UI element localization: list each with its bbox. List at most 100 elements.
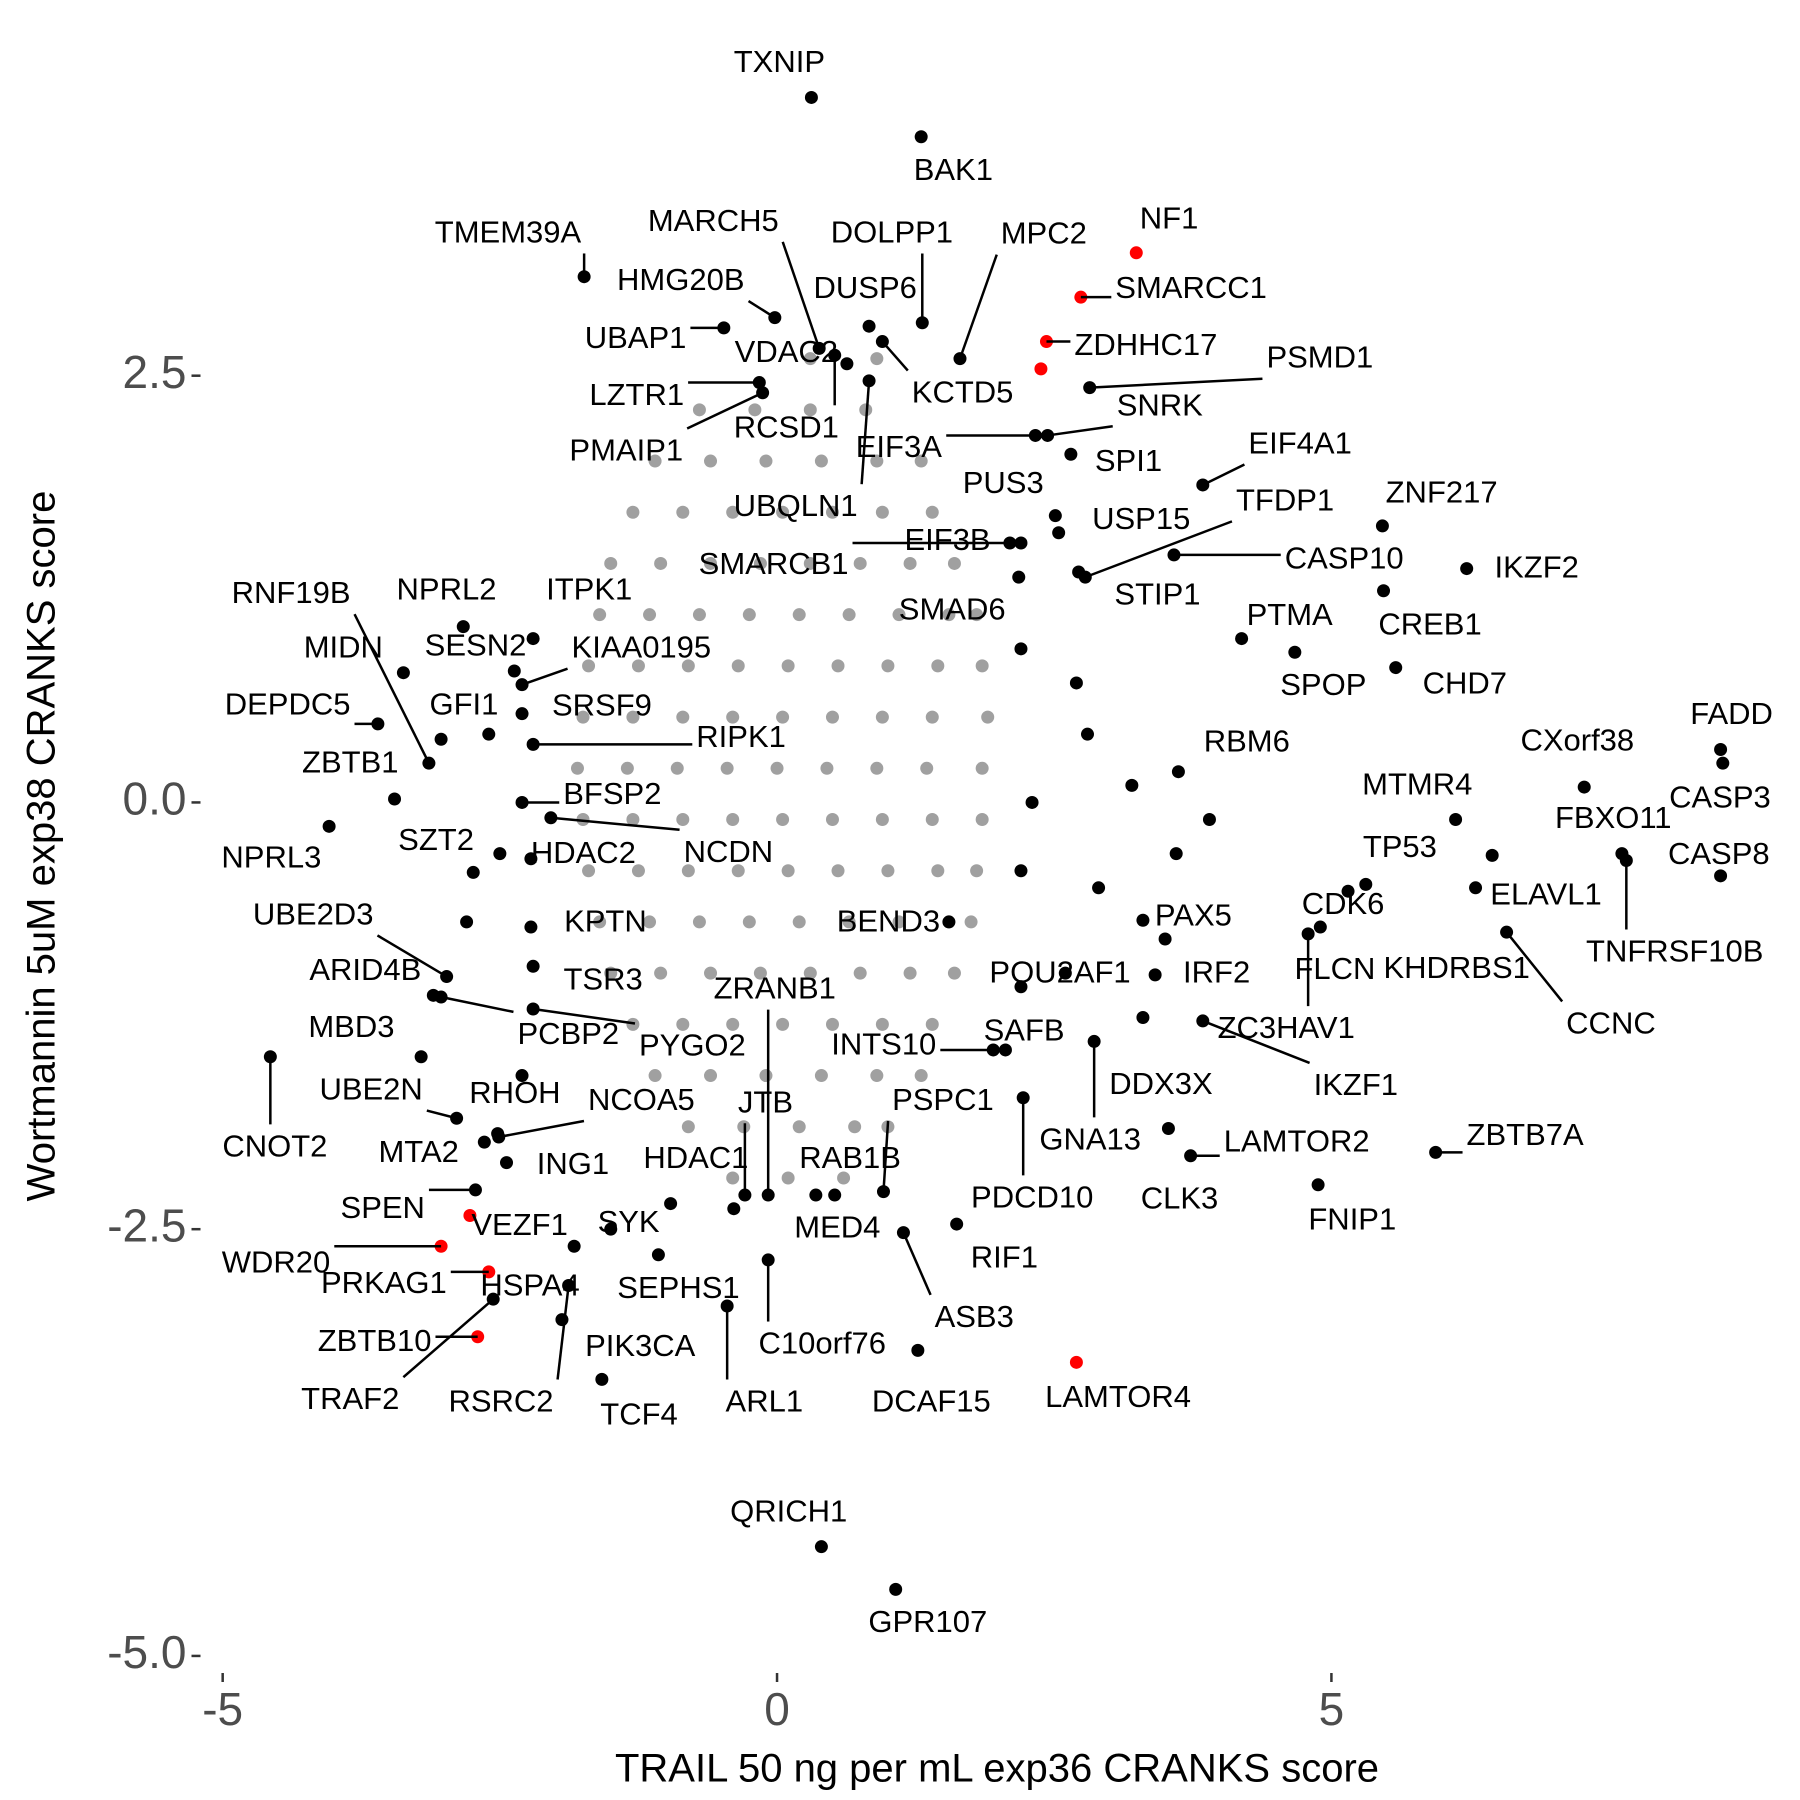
point-label: VEZF1 <box>471 1207 567 1242</box>
point-label: ASB3 <box>935 1299 1014 1334</box>
point-label: RNF19B <box>232 575 351 610</box>
point <box>1092 881 1106 895</box>
point-label: ZNF217 <box>1386 474 1498 509</box>
x-tick-label: -5 <box>202 1683 243 1735</box>
point-label: PSMD1 <box>1266 340 1373 375</box>
point-label: ZDHHC17 <box>1074 327 1217 362</box>
point <box>604 556 618 570</box>
point <box>414 1050 428 1064</box>
leader-line <box>881 340 909 372</box>
point <box>704 1069 718 1083</box>
point-label: ZBTB7A <box>1467 1117 1584 1152</box>
leader-line <box>440 995 514 1014</box>
point <box>837 1171 851 1185</box>
point <box>396 666 410 680</box>
point-label: PRKAG1 <box>321 1265 447 1300</box>
leader-line <box>1505 931 1564 1003</box>
point <box>914 130 928 144</box>
point-label: DOLPP1 <box>831 214 953 249</box>
point <box>1052 526 1066 540</box>
point <box>726 813 740 827</box>
point-label: HMG20B <box>617 262 744 297</box>
point <box>726 710 740 724</box>
point <box>870 1069 884 1083</box>
point <box>1080 727 1094 741</box>
leader-line <box>426 1109 457 1120</box>
point-label: SPI1 <box>1095 443 1162 478</box>
point-label: NPRL2 <box>397 572 497 607</box>
point-label: TRAF2 <box>301 1381 399 1416</box>
point-label: DDX3X <box>1109 1066 1213 1101</box>
point-label: RHOH <box>469 1075 560 1110</box>
point <box>1012 570 1026 584</box>
point-label: ZBTB10 <box>318 1323 432 1358</box>
point-label: UBE2D3 <box>253 896 374 931</box>
point <box>692 608 706 622</box>
point <box>903 966 917 980</box>
point-label: PDCD10 <box>971 1179 1093 1214</box>
point <box>704 966 718 980</box>
point-label: ITPK1 <box>546 572 632 607</box>
point-label: CHD7 <box>1423 666 1507 701</box>
point <box>1014 642 1028 656</box>
point <box>731 864 745 878</box>
point <box>631 864 645 878</box>
point-label: EIF4A1 <box>1248 426 1351 461</box>
y-tick-label: 2.5 <box>123 346 187 398</box>
point-label: SPEN <box>341 1190 425 1225</box>
y-tick-label: 0.0 <box>123 773 187 825</box>
point-label: CREB1 <box>1378 606 1481 641</box>
point-label: NCOA5 <box>588 1082 695 1117</box>
point-label: ZC3HAV1 <box>1218 1010 1355 1045</box>
point-label: SESN2 <box>425 627 527 662</box>
point <box>1375 519 1389 533</box>
point <box>648 454 662 468</box>
point <box>825 710 839 724</box>
point <box>931 864 945 878</box>
point <box>692 915 706 929</box>
point <box>524 852 538 866</box>
point <box>1158 932 1172 946</box>
point <box>776 710 790 724</box>
point <box>1058 966 1072 980</box>
point <box>670 761 684 775</box>
point-label: CLK3 <box>1141 1181 1219 1216</box>
point <box>626 505 640 519</box>
point <box>620 761 634 775</box>
point <box>1171 765 1185 779</box>
point <box>889 1582 903 1596</box>
point-label: ARL1 <box>726 1384 804 1419</box>
point-label: SAFB <box>984 1012 1065 1047</box>
point-label: UBAP1 <box>585 320 687 355</box>
leader-line <box>353 613 431 764</box>
point-label: GFI1 <box>429 687 498 722</box>
point <box>434 732 448 746</box>
point-label: EIF3A <box>856 429 942 464</box>
point-label: HDAC2 <box>531 835 636 870</box>
point <box>595 1372 609 1386</box>
point <box>582 864 596 878</box>
point-label: PIK3CA <box>585 1328 696 1363</box>
point <box>875 710 889 724</box>
point-label: SZT2 <box>398 822 474 857</box>
point-label: SMARCB1 <box>699 546 849 581</box>
point <box>998 1043 1012 1057</box>
point <box>555 1313 569 1327</box>
point <box>1577 780 1591 794</box>
point-label: HSPA4 <box>480 1268 579 1303</box>
leader-line <box>498 1119 585 1139</box>
point <box>507 664 521 678</box>
point <box>1169 847 1183 861</box>
point-label: GNA13 <box>1039 1121 1141 1156</box>
point <box>582 659 596 673</box>
point-label: GPR107 <box>868 1604 987 1639</box>
point <box>1288 645 1302 659</box>
point-label: WDR20 <box>222 1244 331 1279</box>
point <box>493 847 507 861</box>
point <box>664 1197 678 1211</box>
point <box>482 727 496 741</box>
leader-line <box>376 934 448 978</box>
point-label: IRF2 <box>1183 954 1250 989</box>
point <box>1064 447 1078 461</box>
leader-line <box>532 1007 636 1025</box>
